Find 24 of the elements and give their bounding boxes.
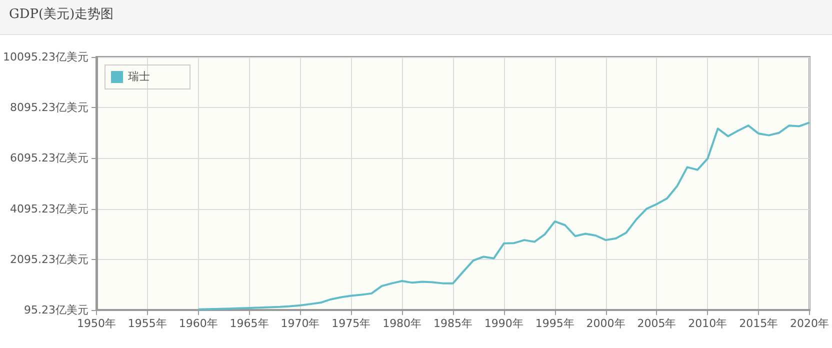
y-tick-label: 10095.23亿美元: [2, 50, 88, 64]
y-tick-label: 8095.23亿美元: [10, 101, 88, 114]
x-tick-label: 2000年: [586, 317, 626, 330]
chart-title: GDP(美元)走势图: [0, 0, 832, 35]
x-tick-label: 1965年: [230, 317, 269, 330]
legend-label: 瑞士: [128, 70, 150, 83]
x-tick-label: 2010年: [688, 317, 728, 330]
y-tick-label: 6095.23亿美元: [10, 152, 88, 165]
x-tick-label: 1990年: [484, 317, 524, 330]
line-series: [197, 122, 811, 310]
x-tick-label: 2020年: [790, 317, 830, 330]
y-tick-label: 4095.23亿美元: [10, 202, 88, 216]
x-tick-label: 1980年: [382, 317, 422, 330]
x-tick-label: 1995年: [535, 317, 574, 330]
x-tick-label: 1975年: [332, 317, 371, 330]
x-tick-label: 1985年: [433, 317, 472, 330]
x-tick-label: 1950年: [76, 317, 116, 330]
x-tick-label: 1955年: [128, 317, 167, 330]
x-tick-label: 2005年: [637, 317, 676, 330]
y-tick-label: 2095.23亿美元: [10, 252, 88, 266]
x-tick-label: 1970年: [280, 317, 320, 330]
x-tick-label: 2015年: [739, 317, 778, 330]
x-tick-label: 1960年: [178, 317, 218, 330]
y-tick-label: 95.23亿美元: [24, 304, 88, 316]
